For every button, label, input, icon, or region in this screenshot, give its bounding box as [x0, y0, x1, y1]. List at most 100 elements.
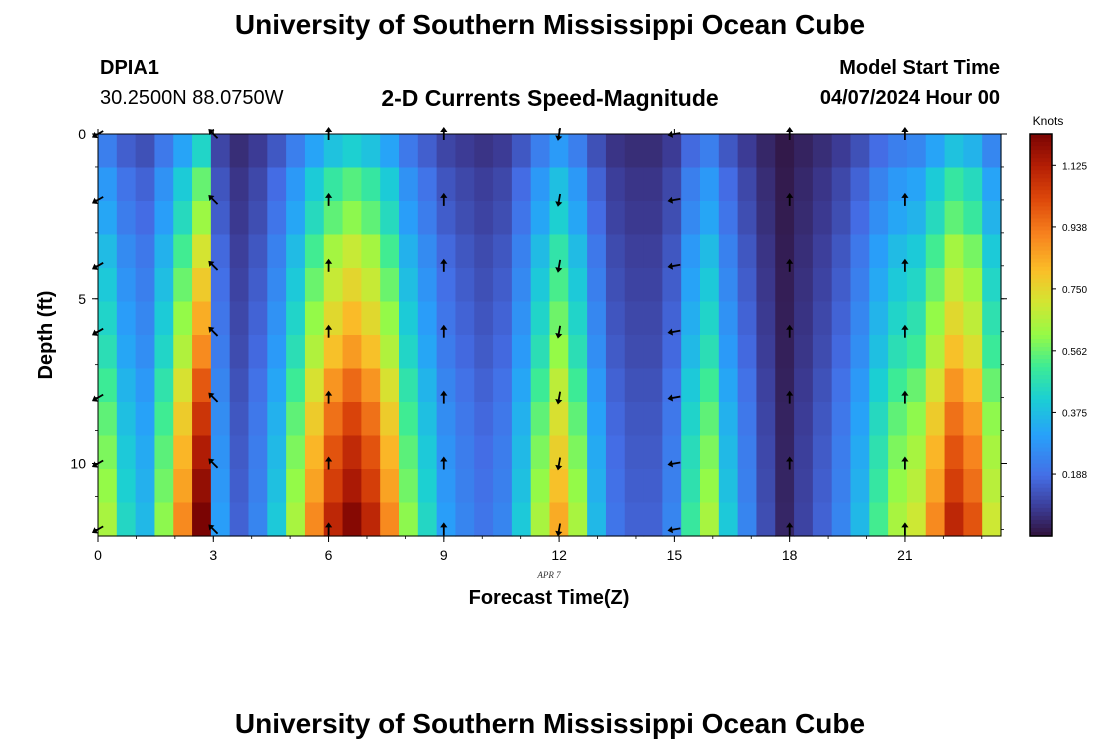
current-arrow: [325, 324, 333, 338]
heatmap-cell: [643, 502, 663, 537]
heatmap-cell: [982, 134, 1002, 169]
heatmap-cell: [530, 502, 551, 537]
heatmap-cell: [210, 502, 231, 537]
heatmap-cell: [154, 435, 174, 470]
heatmap-cell: [737, 201, 758, 236]
heatmap-cell: [850, 268, 870, 303]
heatmap-cell: [906, 335, 927, 370]
current-arrow: [786, 192, 794, 206]
colorbar-tick-label: 1.125: [1062, 161, 1087, 172]
heatmap-cell: [98, 268, 118, 303]
heatmap-cell: [662, 469, 682, 504]
heatmap-cell: [493, 435, 513, 470]
heatmap-cell: [380, 502, 400, 537]
heatmap-cell: [417, 234, 438, 269]
heatmap-cell: [210, 335, 231, 370]
heatmap-cell: [794, 201, 814, 236]
heatmap-cell: [455, 335, 475, 370]
heatmap-cell: [944, 402, 964, 437]
heatmap-cell: [342, 335, 362, 370]
heatmap-cell: [831, 469, 852, 504]
heatmap-cell: [417, 167, 438, 202]
heatmap-cell: [399, 234, 419, 269]
heatmap-cell: [869, 268, 889, 303]
heatmap-cell: [530, 435, 551, 470]
heatmap-cell: [210, 435, 231, 470]
heatmap-cell: [116, 502, 137, 537]
heatmap-cell: [718, 435, 739, 470]
heatmap-cell: [192, 368, 212, 403]
heatmap-cell: [925, 335, 946, 370]
heatmap-cell: [286, 268, 306, 303]
heatmap-cell: [173, 167, 193, 202]
heatmap-cell: [643, 435, 663, 470]
heatmap-cell: [98, 335, 118, 370]
heatmap-cell: [812, 469, 833, 504]
heatmap-cell: [530, 234, 551, 269]
heatmap-cell: [361, 268, 381, 303]
y-tick-label: 0: [78, 126, 86, 142]
heatmap-cell: [888, 469, 908, 504]
heatmap-cell: [944, 335, 964, 370]
heatmap-cell: [869, 134, 889, 169]
heatmap-cell: [493, 335, 513, 370]
x-tick-label: 3: [209, 547, 217, 563]
heatmap-cell: [229, 368, 250, 403]
heatmap-cell: [700, 502, 720, 537]
heatmap-cell: [718, 134, 739, 169]
current-arrow: [555, 259, 563, 273]
current-arrow: [901, 324, 909, 338]
current-arrow: [91, 525, 104, 534]
current-arrow: [555, 325, 563, 339]
heatmap-cell: [888, 301, 908, 336]
heatmap-cell: [794, 402, 814, 437]
heatmap-cell: [286, 402, 306, 437]
current-arrow: [91, 130, 104, 139]
heatmap-cell: [399, 469, 419, 504]
current-arrow: [208, 194, 219, 205]
heatmap-cell: [925, 234, 946, 269]
heatmap-cell: [135, 435, 156, 470]
current-arrow: [325, 192, 333, 206]
heatmap-cell: [511, 469, 532, 504]
heatmap-cell: [869, 301, 889, 336]
heatmap-cell: [455, 368, 475, 403]
heatmap-cell: [511, 234, 532, 269]
heatmap-cell: [455, 435, 475, 470]
heatmap-cell: [116, 469, 137, 504]
heatmap-cell: [229, 167, 250, 202]
heatmap-cell: [474, 234, 494, 269]
heatmap-cell: [812, 368, 833, 403]
heatmap-cell: [511, 368, 532, 403]
heatmap-cell: [530, 201, 551, 236]
heatmap-cell: [455, 301, 475, 336]
current-arrow: [208, 458, 219, 469]
heatmap-cell: [549, 335, 569, 370]
heatmap-cell: [812, 335, 833, 370]
heatmap-cell: [98, 435, 118, 470]
heatmap-cell: [925, 134, 946, 169]
heatmap-cell: [192, 167, 212, 202]
heatmap-cell: [944, 435, 964, 470]
heatmap-cell: [737, 402, 758, 437]
heatmap-cell: [135, 368, 156, 403]
current-arrow: [786, 390, 794, 404]
heatmap-cell: [474, 435, 494, 470]
heatmap-cell: [304, 134, 325, 169]
heatmap-cell: [380, 268, 400, 303]
heatmap-cell: [662, 402, 682, 437]
heatmap-cell: [248, 201, 268, 236]
colorbar-tick-label: 0.375: [1062, 408, 1087, 419]
heatmap-cell: [850, 469, 870, 504]
heatmap-cell: [831, 167, 852, 202]
heatmap-cell: [850, 435, 870, 470]
heatmap-cell: [192, 268, 212, 303]
heatmap-cell: [775, 335, 795, 370]
current-arrow: [901, 258, 909, 272]
heatmap-cell: [192, 201, 212, 236]
heatmap-cell: [248, 435, 268, 470]
heatmap-cell: [229, 134, 250, 169]
heatmap-cell: [530, 402, 551, 437]
heatmap-cell: [116, 335, 137, 370]
heatmap-cell: [455, 268, 475, 303]
